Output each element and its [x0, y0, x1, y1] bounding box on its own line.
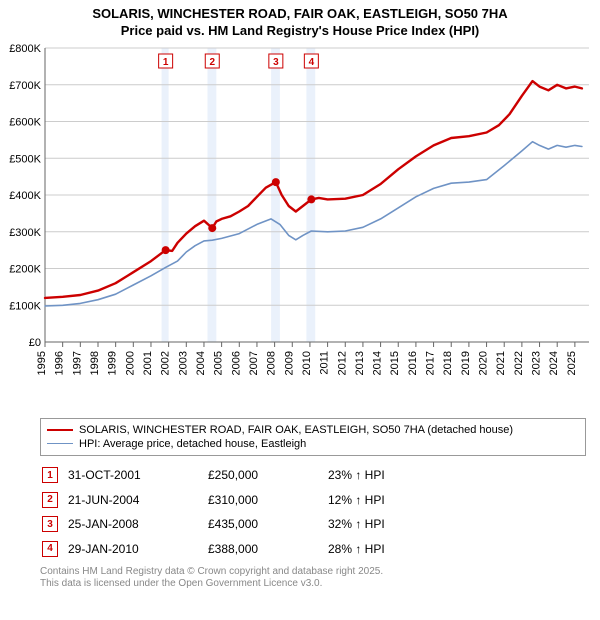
svg-text:2003: 2003 — [177, 351, 189, 375]
table-cell: £388,000 — [208, 537, 326, 560]
svg-text:2025: 2025 — [566, 351, 578, 375]
svg-text:£600K: £600K — [9, 116, 41, 128]
chart-svg: £0 £100K £200K £300K £400K £500K £600K £700K £80… — [5, 42, 595, 412]
title-block: SOLARIS, WINCHESTER ROAD, FAIR OAK, EAST… — [0, 0, 600, 42]
page: SOLARIS, WINCHESTER ROAD, FAIR OAK, EAST… — [0, 0, 600, 591]
svg-text:£700K: £700K — [9, 80, 41, 92]
legend: SOLARIS, WINCHESTER ROAD, FAIR OAK, EAST… — [40, 418, 586, 456]
legend-label: HPI: Average price, detached house, East… — [79, 438, 306, 450]
marker-box-icon: 4 — [42, 541, 58, 557]
table-cell: 4 — [42, 537, 66, 560]
table-cell: £435,000 — [208, 513, 326, 536]
svg-text:2001: 2001 — [142, 351, 154, 375]
svg-text:2015: 2015 — [389, 351, 401, 375]
table-cell: £310,000 — [208, 488, 326, 511]
markers-table: 1 31-OCT-2001£250,00023% ↑ HPI 2 21-JUN-200… — [40, 462, 395, 562]
svg-text:1995: 1995 — [36, 351, 48, 375]
table-cell: 32% ↑ HPI — [328, 513, 393, 536]
svg-text:£800K: £800K — [9, 43, 41, 55]
table-cell: 2 — [42, 488, 66, 511]
table-cell: 29-JAN-2010 — [68, 537, 206, 560]
svg-text:2000: 2000 — [124, 351, 136, 375]
table-row: 2 21-JUN-2004£310,00012% ↑ HPI — [42, 488, 393, 511]
footer-line-2: This data is licensed under the Open Gov… — [40, 578, 586, 591]
svg-text:2013: 2013 — [354, 351, 366, 375]
footer: Contains HM Land Registry data © Crown c… — [40, 566, 586, 591]
svg-text:£400K: £400K — [9, 190, 41, 202]
svg-text:2004: 2004 — [195, 351, 207, 375]
table-row: 4 29-JAN-2010£388,00028% ↑ HPI — [42, 537, 393, 560]
footer-line-1: Contains HM Land Registry data © Crown c… — [40, 566, 586, 579]
svg-text:£300K: £300K — [9, 227, 41, 239]
table-cell: £250,000 — [208, 464, 326, 487]
legend-swatch — [47, 429, 73, 431]
svg-text:2012: 2012 — [336, 351, 348, 375]
table-cell: 23% ↑ HPI — [328, 464, 393, 487]
svg-text:2020: 2020 — [478, 351, 490, 375]
svg-text:3: 3 — [273, 57, 279, 68]
svg-text:2008: 2008 — [266, 351, 278, 375]
svg-text:2024: 2024 — [548, 351, 560, 375]
title-line-2: Price paid vs. HM Land Registry's House … — [4, 23, 596, 40]
svg-text:2017: 2017 — [425, 351, 437, 375]
legend-swatch — [47, 443, 73, 444]
table-cell: 31-OCT-2001 — [68, 464, 206, 487]
svg-text:2007: 2007 — [248, 351, 260, 375]
svg-text:2009: 2009 — [283, 351, 295, 375]
svg-text:£500K: £500K — [9, 153, 41, 165]
svg-text:£200K: £200K — [9, 263, 41, 275]
chart: £0 £100K £200K £300K £400K £500K £600K £700K £80… — [5, 42, 595, 412]
svg-text:2002: 2002 — [160, 351, 172, 375]
svg-text:2005: 2005 — [213, 351, 225, 375]
svg-text:2019: 2019 — [460, 351, 472, 375]
marker-box-icon: 1 — [42, 467, 58, 483]
marker-box-icon: 2 — [42, 492, 58, 508]
svg-text:4: 4 — [309, 57, 315, 68]
table-cell: 12% ↑ HPI — [328, 488, 393, 511]
legend-label: SOLARIS, WINCHESTER ROAD, FAIR OAK, EAST… — [79, 424, 513, 436]
table-row: 3 25-JAN-2008£435,00032% ↑ HPI — [42, 513, 393, 536]
svg-text:1999: 1999 — [107, 351, 119, 375]
svg-text:1998: 1998 — [89, 351, 101, 375]
svg-text:1997: 1997 — [71, 351, 83, 375]
table-cell: 21-JUN-2004 — [68, 488, 206, 511]
table-row: 1 31-OCT-2001£250,00023% ↑ HPI — [42, 464, 393, 487]
legend-row: HPI: Average price, detached house, East… — [47, 437, 579, 451]
svg-text:1996: 1996 — [54, 351, 66, 375]
svg-text:2016: 2016 — [407, 351, 419, 375]
svg-text:2010: 2010 — [301, 351, 313, 375]
svg-text:1: 1 — [163, 57, 169, 68]
svg-text:2023: 2023 — [531, 351, 543, 375]
svg-text:2006: 2006 — [230, 351, 242, 375]
svg-text:£0: £0 — [29, 337, 41, 349]
legend-row: SOLARIS, WINCHESTER ROAD, FAIR OAK, EAST… — [47, 423, 579, 437]
table-cell: 28% ↑ HPI — [328, 537, 393, 560]
svg-text:2014: 2014 — [372, 351, 384, 375]
svg-text:2011: 2011 — [319, 351, 331, 375]
svg-text:2: 2 — [209, 57, 215, 68]
table-cell: 3 — [42, 513, 66, 536]
svg-text:2022: 2022 — [513, 351, 525, 375]
table-cell: 25-JAN-2008 — [68, 513, 206, 536]
svg-text:2018: 2018 — [442, 351, 454, 375]
marker-box-icon: 3 — [42, 516, 58, 532]
svg-text:2021: 2021 — [495, 351, 507, 375]
table-cell: 1 — [42, 464, 66, 487]
title-line-1: SOLARIS, WINCHESTER ROAD, FAIR OAK, EAST… — [4, 6, 596, 23]
svg-text:£100K: £100K — [9, 300, 41, 312]
